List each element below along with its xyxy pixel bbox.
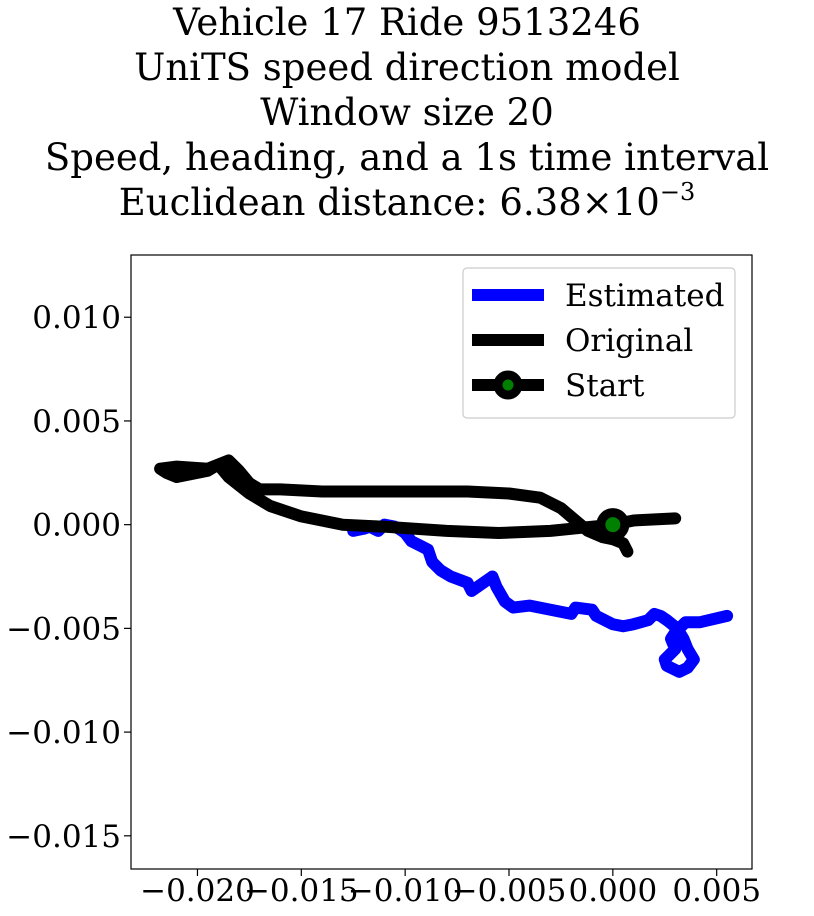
series-layer bbox=[154, 454, 734, 678]
y-tick-label: −0.015 bbox=[6, 819, 121, 855]
y-tick-label: −0.010 bbox=[6, 715, 121, 751]
start-marker bbox=[596, 508, 630, 542]
title-line-5-prefix: Euclidean distance: 6.38×10 bbox=[118, 181, 660, 224]
x-tick-label: −0.020 bbox=[140, 873, 255, 909]
y-tick-label: −0.005 bbox=[6, 611, 121, 647]
legend-label-original: Original bbox=[565, 323, 693, 359]
title-line-3: Window size 20 bbox=[260, 91, 554, 134]
plot-frame bbox=[130, 254, 753, 870]
chart-title: Vehicle 17 Ride 9513246 UniTS speed dire… bbox=[0, 0, 814, 225]
series-line-estimated bbox=[347, 518, 734, 678]
x-tick-label: −0.010 bbox=[348, 873, 463, 909]
legend-start-marker bbox=[493, 370, 523, 400]
x-tick-label: −0.015 bbox=[244, 873, 359, 909]
legend-label-start: Start bbox=[565, 368, 645, 404]
x-tick-label: 0.000 bbox=[568, 873, 657, 909]
x-tick-label: −0.005 bbox=[452, 873, 567, 909]
title-line-5-exponent: −3 bbox=[659, 178, 696, 206]
title-line-4: Speed, heading, and a 1s time interval bbox=[44, 136, 770, 179]
legend-label-estimated: Estimated bbox=[565, 278, 724, 314]
y-tick-label: 0.000 bbox=[32, 508, 121, 544]
y-tick-label: 0.010 bbox=[32, 300, 121, 336]
title-line-1: Vehicle 17 Ride 9513246 bbox=[173, 1, 641, 44]
y-axis: 0.010 0.005 0.000 −0.005 −0.010 −0.015 bbox=[6, 300, 131, 855]
legend: Estimated Original Start bbox=[462, 267, 736, 419]
series-line-original bbox=[154, 454, 682, 558]
title-line-2: UniTS speed direction model bbox=[134, 46, 680, 89]
x-axis: −0.020−0.015−0.010−0.005 0.000 0.005 bbox=[140, 869, 761, 909]
x-tick-label: 0.005 bbox=[672, 873, 761, 909]
title-line-5: Euclidean distance: 6.38×10−3 bbox=[0, 180, 814, 225]
y-tick-label: 0.005 bbox=[32, 404, 121, 440]
